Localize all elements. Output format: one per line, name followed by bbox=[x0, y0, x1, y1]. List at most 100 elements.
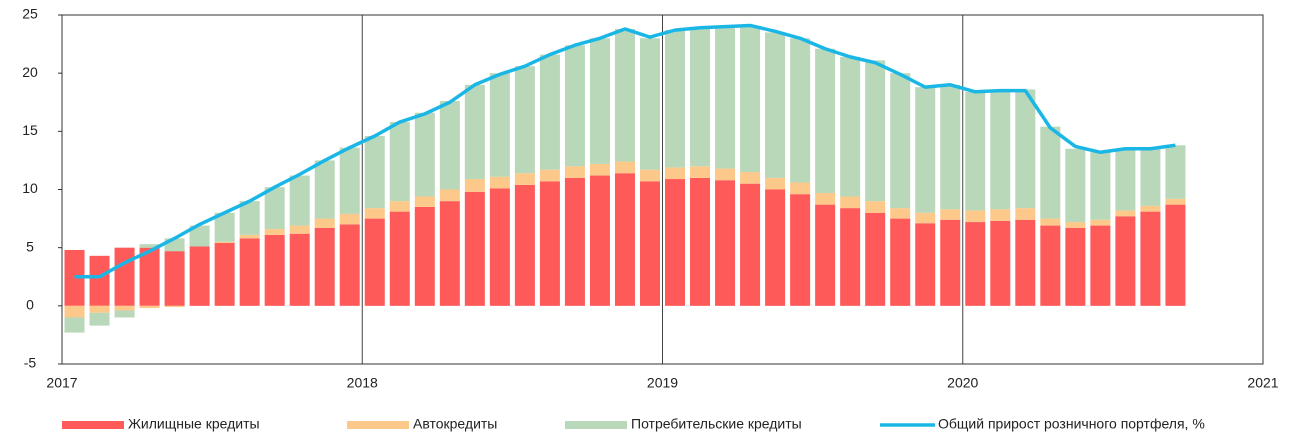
bar bbox=[715, 180, 736, 306]
bar bbox=[314, 218, 335, 228]
bar bbox=[790, 194, 811, 306]
bar bbox=[239, 238, 260, 306]
bar bbox=[389, 122, 410, 202]
y-tick-label: 15 bbox=[22, 122, 38, 138]
legend-label: Жилищные кредиты bbox=[128, 416, 260, 432]
bar bbox=[639, 181, 660, 306]
bar bbox=[639, 38, 660, 170]
bar bbox=[990, 90, 1011, 210]
bar bbox=[264, 187, 285, 230]
bar bbox=[139, 244, 160, 248]
bar bbox=[890, 208, 911, 219]
bar bbox=[89, 312, 110, 326]
bar bbox=[89, 255, 110, 306]
bar bbox=[965, 210, 986, 223]
bar bbox=[164, 305, 185, 307]
bar bbox=[389, 201, 410, 212]
bar bbox=[564, 166, 585, 178]
x-tick-label: 2021 bbox=[1247, 375, 1278, 391]
bar bbox=[1090, 152, 1111, 220]
bar bbox=[1040, 225, 1061, 306]
bar bbox=[564, 45, 585, 167]
bar bbox=[539, 54, 560, 170]
bar bbox=[915, 223, 936, 306]
bar bbox=[840, 196, 861, 209]
bar bbox=[740, 26, 761, 173]
bar bbox=[965, 91, 986, 211]
bar bbox=[940, 209, 961, 220]
plot-frame bbox=[61, 14, 1264, 365]
bar bbox=[1090, 219, 1111, 226]
bar bbox=[665, 30, 686, 168]
bar bbox=[414, 206, 435, 306]
bar bbox=[890, 73, 911, 209]
bar bbox=[464, 179, 485, 192]
bar bbox=[740, 172, 761, 184]
bar bbox=[1015, 208, 1036, 220]
bar bbox=[414, 112, 435, 197]
bar bbox=[489, 176, 510, 189]
bar bbox=[189, 246, 210, 306]
bar bbox=[589, 175, 610, 306]
bar bbox=[164, 251, 185, 306]
x-tick-label: 2017 bbox=[46, 375, 77, 391]
bar bbox=[890, 218, 911, 306]
legend-label: Автокредиты bbox=[413, 416, 497, 432]
bar bbox=[289, 225, 310, 234]
bar bbox=[1015, 89, 1036, 209]
legend-swatch bbox=[347, 421, 409, 429]
bar bbox=[214, 241, 235, 244]
bar bbox=[765, 189, 786, 306]
bar bbox=[114, 247, 135, 306]
bar bbox=[915, 212, 936, 224]
bar bbox=[64, 305, 85, 318]
bar bbox=[690, 177, 711, 306]
y-tick-label: 25 bbox=[22, 6, 38, 22]
y-tick-label: 20 bbox=[22, 64, 38, 80]
y-tick-label: 0 bbox=[26, 297, 34, 313]
bar bbox=[1065, 227, 1086, 306]
bar bbox=[840, 56, 861, 197]
bar bbox=[339, 147, 360, 214]
bar bbox=[765, 32, 786, 178]
bar bbox=[64, 317, 85, 333]
bar bbox=[264, 234, 285, 306]
legend-label: Потребительские кредиты bbox=[631, 416, 802, 432]
bar bbox=[114, 305, 135, 311]
bar bbox=[239, 234, 260, 239]
bar bbox=[1115, 148, 1136, 211]
bar bbox=[339, 213, 360, 225]
x-tick-label: 2020 bbox=[947, 375, 978, 391]
bar bbox=[840, 208, 861, 306]
y-tick-label: 10 bbox=[22, 180, 38, 196]
bar bbox=[715, 168, 736, 181]
bar bbox=[690, 27, 711, 167]
line bbox=[74, 23, 1176, 279]
bar bbox=[1115, 210, 1136, 217]
bar bbox=[815, 192, 836, 205]
bar bbox=[189, 225, 210, 247]
bar bbox=[1140, 211, 1161, 306]
bar bbox=[489, 188, 510, 306]
bar bbox=[114, 310, 135, 318]
bar bbox=[614, 173, 635, 306]
bar bbox=[514, 173, 535, 185]
bar bbox=[815, 204, 836, 306]
bar bbox=[665, 167, 686, 180]
bar bbox=[439, 201, 460, 306]
bar bbox=[790, 38, 811, 183]
bar bbox=[690, 166, 711, 178]
bar bbox=[1140, 148, 1161, 206]
bar bbox=[940, 84, 961, 210]
bar bbox=[264, 229, 285, 235]
bar bbox=[1040, 218, 1061, 226]
bar bbox=[289, 175, 310, 226]
bar bbox=[414, 196, 435, 207]
bar bbox=[1040, 126, 1061, 219]
bar bbox=[314, 160, 335, 219]
bar bbox=[1165, 145, 1186, 199]
bar bbox=[1165, 198, 1186, 205]
bar bbox=[539, 181, 560, 306]
bar bbox=[464, 191, 485, 306]
bar bbox=[214, 243, 235, 306]
